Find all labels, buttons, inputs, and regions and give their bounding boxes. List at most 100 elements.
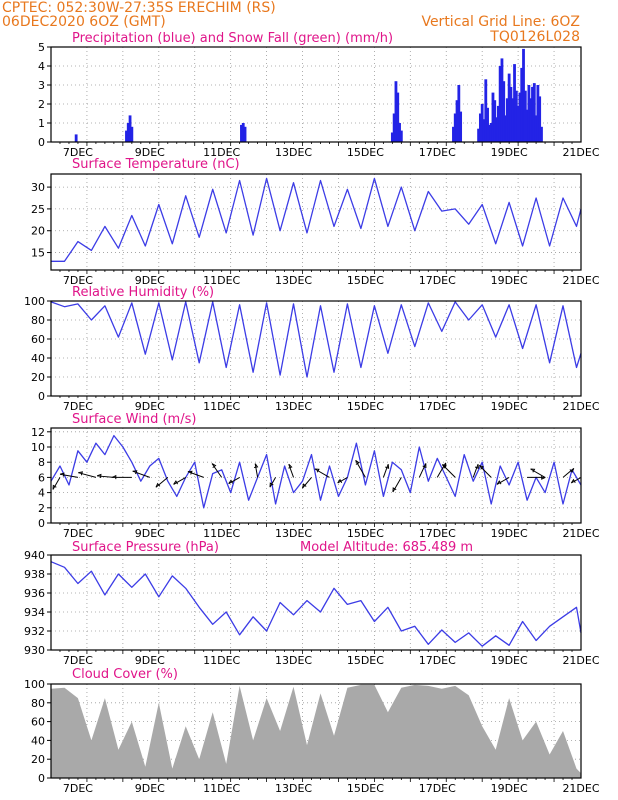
precip-bar bbox=[522, 48, 525, 142]
wind-arrow-head bbox=[228, 479, 234, 484]
wind-arrow bbox=[496, 476, 510, 485]
wind-arrow bbox=[155, 477, 169, 488]
x-tick-label: 7DEC bbox=[63, 274, 93, 287]
x-tick-label: 13DEC bbox=[275, 146, 312, 159]
y-tick-label: 100 bbox=[24, 678, 45, 691]
precip-bar bbox=[396, 92, 400, 142]
x-tick-label: 7DEC bbox=[63, 146, 93, 159]
wind-arrow-head bbox=[302, 483, 307, 489]
wind-arrow bbox=[392, 477, 402, 493]
panel-frame bbox=[50, 173, 582, 271]
precip-bar bbox=[241, 123, 245, 142]
model-altitude: Model Altitude: 685.489 m bbox=[300, 540, 473, 555]
x-tick-label: 7DEC bbox=[63, 782, 93, 795]
wind-arrow-head bbox=[337, 478, 343, 484]
precip-bar bbox=[457, 85, 461, 142]
y-tick-label: 80 bbox=[31, 697, 45, 710]
y-tick-label: 40 bbox=[31, 352, 45, 365]
x-tick-label: 9DEC bbox=[135, 400, 165, 413]
wind-arrow-head bbox=[569, 468, 575, 473]
pres-line bbox=[50, 561, 582, 647]
precip-bar bbox=[540, 126, 543, 142]
wind-arrow bbox=[418, 463, 427, 478]
y-tick-label: 940 bbox=[24, 549, 45, 562]
wind-arrow bbox=[254, 463, 259, 478]
wind-arrow-head bbox=[155, 482, 161, 488]
panel-frame bbox=[50, 427, 582, 524]
y-tick-label: 932 bbox=[24, 625, 45, 638]
precip-bar bbox=[523, 90, 527, 142]
y-tick-label: 0 bbox=[38, 517, 45, 530]
x-tick-label: 9DEC bbox=[135, 527, 165, 540]
x-tick-label: 21DEC bbox=[562, 654, 599, 667]
x-tick-label: 13DEC bbox=[275, 274, 312, 287]
x-tick-label: 17DEC bbox=[419, 400, 456, 413]
wind-arrow bbox=[211, 463, 223, 478]
y-tick-label: 4 bbox=[38, 487, 45, 500]
y-tick-label: 20 bbox=[31, 225, 45, 238]
precip-bar bbox=[392, 113, 396, 142]
precip-bar bbox=[520, 67, 524, 142]
y-tick-label: 934 bbox=[24, 606, 45, 619]
precip-bar bbox=[240, 124, 243, 142]
panel-frame bbox=[50, 683, 582, 779]
y-tick-label: 6 bbox=[38, 471, 45, 484]
precip-bar bbox=[516, 105, 520, 142]
wind-arrow bbox=[478, 465, 492, 478]
wind-arrow-head bbox=[187, 470, 193, 475]
y-tick-label: 0 bbox=[38, 772, 45, 785]
wind-arrow-head bbox=[288, 463, 293, 469]
y-tick-label: 20 bbox=[31, 371, 45, 384]
wind-arrow bbox=[269, 477, 277, 488]
y-tick-label: 80 bbox=[31, 314, 45, 327]
wind-arrow-head bbox=[496, 480, 502, 485]
precip-bar bbox=[507, 73, 511, 142]
wind-arrow-head bbox=[530, 468, 536, 473]
x-tick-label: 19DEC bbox=[491, 654, 528, 667]
wind-arrow-head bbox=[541, 475, 546, 480]
wind-arrow bbox=[78, 472, 97, 478]
wind-arrow-head bbox=[385, 464, 390, 469]
y-tick-label: 20 bbox=[31, 753, 45, 766]
x-tick-label: 21DEC bbox=[562, 400, 599, 413]
y-tick-label: 15 bbox=[31, 247, 45, 260]
x-tick-label: 21DEC bbox=[562, 527, 599, 540]
x-tick-label: 15DEC bbox=[347, 654, 384, 667]
x-tick-label: 11DEC bbox=[203, 782, 240, 795]
x-tick-label: 17DEC bbox=[419, 146, 456, 159]
x-tick-label: 19DEC bbox=[491, 527, 528, 540]
y-tick-label: 8 bbox=[38, 456, 45, 469]
wind-arrow bbox=[288, 464, 295, 478]
precip-bar bbox=[500, 58, 504, 142]
x-tick-label: 19DEC bbox=[491, 274, 528, 287]
x-tick-label: 11DEC bbox=[203, 274, 240, 287]
precip-bar bbox=[529, 98, 533, 142]
y-tick-label: 938 bbox=[24, 568, 45, 581]
wind-arrow-head bbox=[355, 459, 360, 465]
wind-arrow bbox=[562, 468, 575, 478]
y-tick-label: 25 bbox=[31, 203, 45, 216]
precip-bar bbox=[527, 85, 531, 142]
precip-bar bbox=[532, 83, 536, 142]
precip-bar bbox=[452, 126, 455, 142]
precip-bar bbox=[394, 81, 398, 142]
x-tick-label: 13DEC bbox=[275, 782, 312, 795]
x-tick-label: 21DEC bbox=[562, 274, 599, 287]
x-tick-label: 19DEC bbox=[491, 146, 528, 159]
wind-arrow-head bbox=[173, 480, 179, 485]
x-tick-label: 15DEC bbox=[347, 274, 384, 287]
wind-arrow bbox=[314, 468, 330, 478]
cloud-area bbox=[51, 684, 581, 778]
wind-line bbox=[50, 434, 582, 509]
wind-arrow bbox=[442, 464, 456, 478]
cloud-title: Cloud Cover (%) bbox=[72, 667, 178, 682]
x-tick-label: 7DEC bbox=[63, 527, 93, 540]
precip-bar bbox=[125, 130, 128, 142]
x-tick-label: 11DEC bbox=[203, 654, 240, 667]
precip-bar bbox=[390, 132, 394, 142]
x-tick-label: 7DEC bbox=[63, 400, 93, 413]
panel-frame bbox=[50, 300, 582, 397]
precip-bar bbox=[496, 105, 500, 142]
precip-bar bbox=[513, 64, 516, 142]
